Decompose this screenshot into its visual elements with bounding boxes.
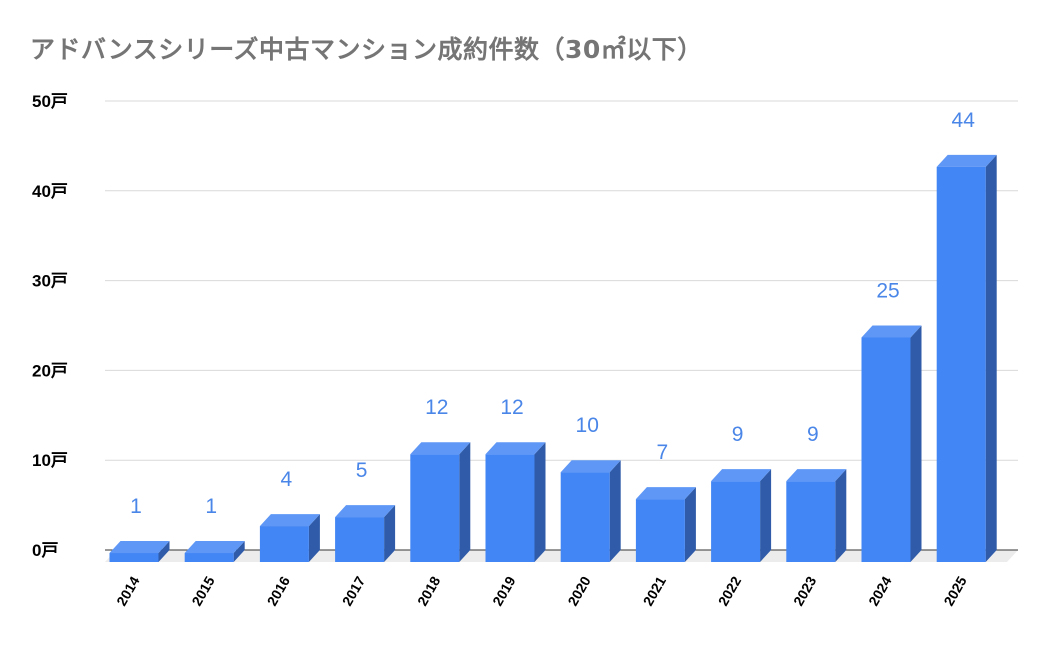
bar-side — [308, 514, 320, 562]
bar-front — [936, 166, 986, 562]
bar-top — [184, 541, 245, 554]
x-tick-label: 2018 — [414, 573, 444, 608]
chart-title: アドバンスシリーズ中古マンション成約件数（30㎡以下） — [30, 35, 703, 64]
y-tick-label: 20戸 — [32, 361, 68, 380]
x-tick-label: 2016 — [264, 573, 294, 608]
y-tick-label: 10戸 — [32, 451, 68, 470]
bar-top — [936, 154, 997, 167]
bar-2017 — [335, 505, 396, 562]
data-label: 12 — [425, 396, 448, 419]
bar-side — [384, 505, 396, 562]
bar-top — [335, 505, 396, 518]
bar-2016 — [259, 514, 320, 562]
x-tick-label: 2023 — [790, 573, 820, 608]
data-label: 1 — [205, 495, 217, 518]
x-tick-label: 2014 — [113, 573, 143, 608]
bar-top — [786, 469, 847, 482]
data-label: 9 — [807, 423, 819, 446]
bar-front — [861, 337, 911, 562]
data-label: 1 — [130, 495, 142, 518]
x-tick-label: 2021 — [640, 573, 670, 608]
bar-side — [459, 442, 471, 562]
bar-side — [684, 487, 696, 562]
bar-top — [109, 541, 170, 554]
x-tick-label: 2024 — [865, 573, 895, 608]
data-label: 10 — [576, 414, 599, 437]
x-tick-label: 2015 — [188, 573, 218, 608]
bar-front — [259, 526, 309, 562]
data-label: 44 — [952, 109, 976, 132]
bar-front — [560, 472, 610, 562]
bar-top — [410, 442, 471, 455]
data-label: 9 — [732, 423, 744, 446]
bar-front — [335, 517, 385, 562]
bar-side — [985, 154, 997, 562]
bar-side — [760, 469, 772, 562]
bar-side — [534, 442, 546, 562]
x-tick-label: 2019 — [489, 573, 519, 608]
bar-2022 — [711, 469, 772, 562]
bar-2020 — [560, 460, 621, 562]
bar-side — [835, 469, 847, 562]
bar-front — [485, 454, 535, 562]
x-tick-label: 2025 — [940, 573, 970, 608]
bar-side — [910, 325, 922, 562]
x-tick-label: 2020 — [564, 573, 594, 608]
bar-side — [158, 541, 170, 562]
data-label: 5 — [356, 459, 368, 482]
bar-2019 — [485, 442, 546, 562]
bar-side — [233, 541, 245, 562]
x-tick-label: 2017 — [339, 573, 369, 608]
bar-top — [259, 514, 320, 527]
y-tick-label: 0戸 — [32, 541, 58, 560]
bar-2025 — [936, 154, 997, 562]
bar-front — [786, 481, 836, 562]
bar-2014 — [109, 541, 170, 562]
y-tick-label: 40戸 — [32, 182, 68, 201]
data-label: 7 — [657, 441, 669, 464]
bar-2023 — [786, 469, 847, 562]
bar-2018 — [410, 442, 471, 562]
bar-front — [711, 481, 761, 562]
data-label: 12 — [500, 396, 523, 419]
y-tick-label: 50戸 — [32, 92, 68, 111]
bar-front — [635, 499, 685, 562]
bar-top — [560, 460, 621, 473]
bar-front — [410, 454, 460, 562]
bar-2015 — [184, 541, 245, 562]
bar-2021 — [635, 487, 696, 562]
x-tick-label: 2022 — [715, 573, 745, 608]
data-label: 25 — [876, 280, 899, 303]
data-label: 4 — [281, 468, 293, 491]
bar-front — [184, 553, 234, 562]
bar-front — [109, 553, 159, 562]
bar-top — [711, 469, 772, 482]
bar-2024 — [861, 325, 922, 562]
bar-top — [485, 442, 546, 455]
bar-top — [635, 487, 696, 500]
bar-side — [609, 460, 621, 562]
bar-top — [861, 325, 922, 338]
y-tick-label: 30戸 — [32, 272, 68, 291]
